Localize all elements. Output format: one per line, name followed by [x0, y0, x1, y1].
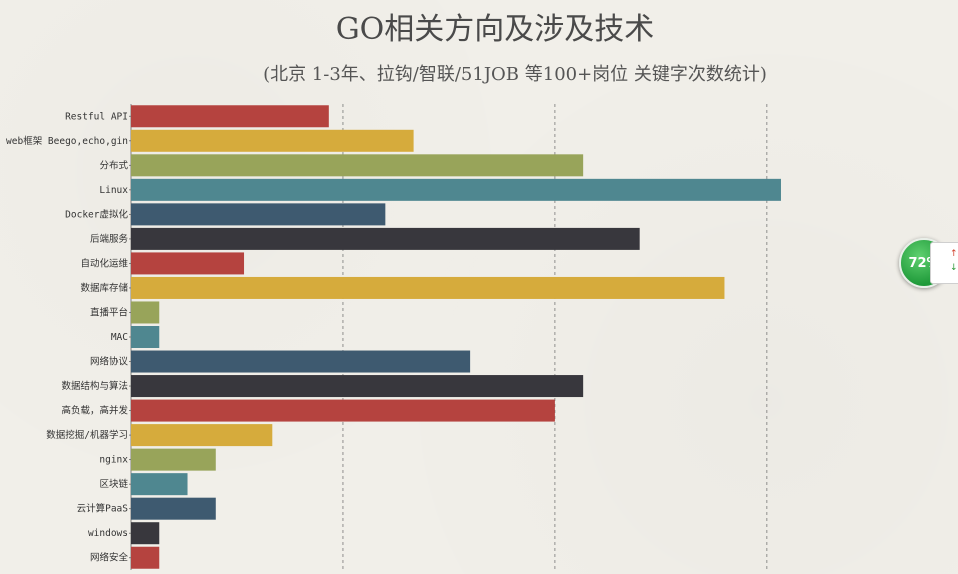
arrow-down-icon: ↓ [950, 263, 958, 273]
bar [131, 227, 640, 250]
category-label: 数据库存储 [80, 282, 128, 294]
chart-title: GO相关方向及涉及技术 [335, 12, 655, 47]
bar [131, 129, 414, 152]
chart-subtitle: (北京 1-3年、拉钩/智联/51JOB 等100+岗位 关键字次数统计) [263, 64, 767, 85]
category-label: windows [88, 528, 128, 539]
bar [131, 178, 781, 201]
category-label: 高负载，高并发 [61, 405, 128, 417]
bar [131, 203, 386, 226]
bar [131, 326, 160, 348]
category-label: 网络安全 [90, 552, 129, 564]
category-label: Restful API [65, 111, 128, 122]
category-label: nginx [99, 455, 128, 466]
arrow-up-icon: ↑ [950, 249, 958, 259]
category-label: MAC [111, 332, 128, 343]
bar [131, 424, 273, 447]
category-label: 数据挖掘/机器学习 [46, 429, 128, 441]
category-label: 网络协议 [90, 356, 129, 368]
bar [131, 546, 160, 569]
bar [131, 350, 471, 373]
bar [131, 154, 584, 177]
bar [131, 252, 245, 275]
bar [131, 375, 584, 398]
bar [131, 301, 160, 324]
bar [131, 522, 160, 545]
category-label: Docker虚拟化 [65, 208, 128, 220]
bar [131, 105, 329, 128]
bar [131, 473, 188, 496]
bar [131, 497, 216, 520]
category-label: 数据结构与算法 [61, 380, 128, 392]
category-label: 云计算PaaS [77, 503, 129, 515]
category-label: 后端服务 [90, 233, 129, 245]
bar [131, 276, 725, 299]
bar [131, 448, 216, 471]
category-label: Linux [99, 185, 128, 196]
category-label: 区块链 [99, 478, 128, 490]
category-label: web框架 Beego,echo,gin [6, 135, 128, 147]
bar [131, 399, 555, 422]
badge-side-panel[interactable] [930, 242, 958, 284]
category-label: 自动化运维 [80, 257, 128, 269]
category-label: 直播平台 [90, 306, 128, 318]
category-label: 分布式 [99, 159, 128, 171]
